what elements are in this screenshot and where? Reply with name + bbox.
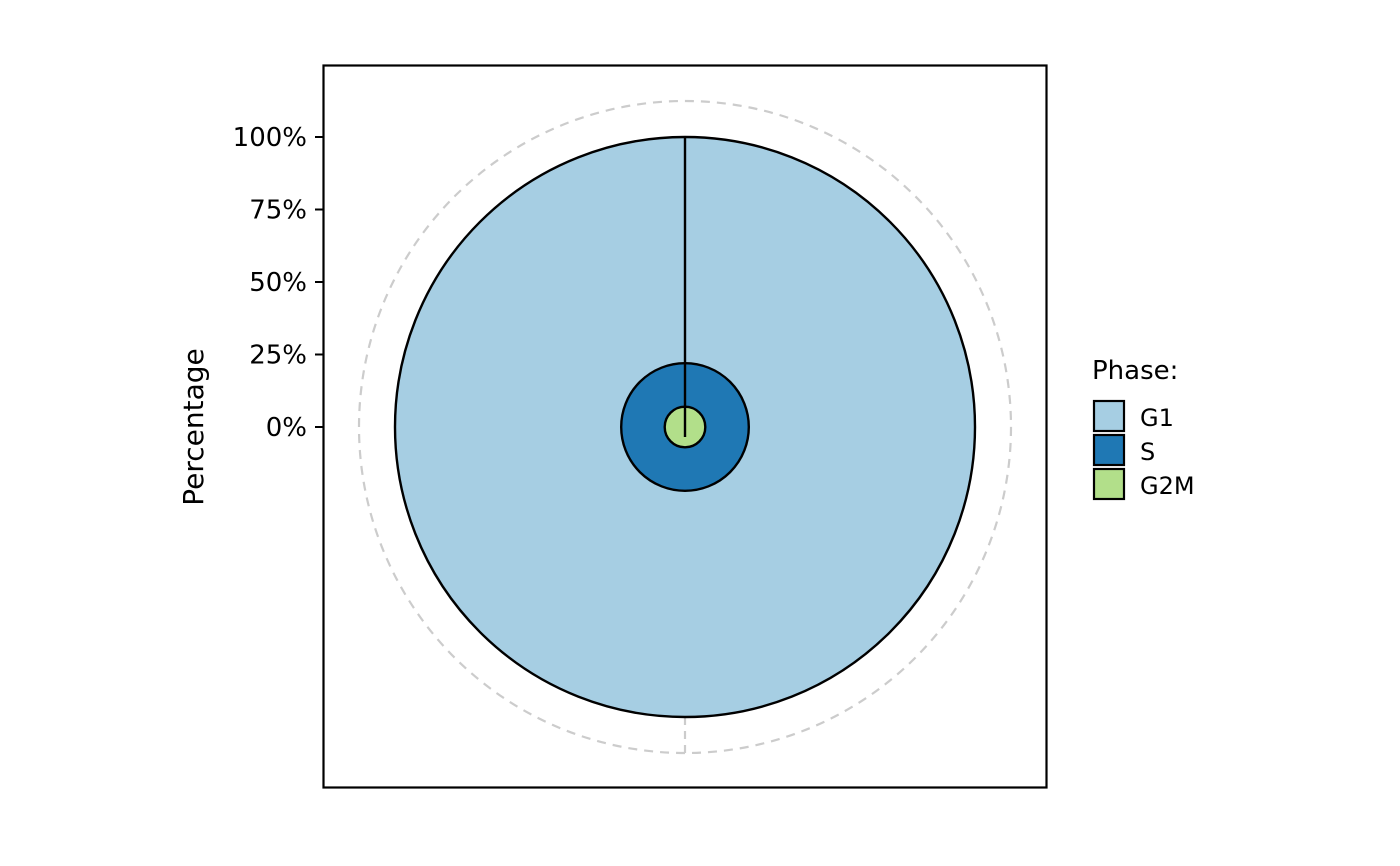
legend-key-g2m: [1092, 467, 1126, 501]
grid-layer: [357, 99, 1013, 755]
legend-label-g2m: G2M: [1140, 472, 1195, 500]
legend-title: Phase:: [1092, 356, 1178, 386]
legend-items: G1 S G2M: [1092, 399, 1195, 501]
circle-layer: [393, 135, 977, 719]
y-axis-title: Percentage: [177, 348, 210, 506]
panel-border: [322, 64, 1048, 789]
legend-key-g1: [1092, 399, 1126, 433]
legend-label-s: S: [1140, 438, 1155, 466]
y-tick-label: 100%: [233, 123, 307, 153]
legend-label-g1: G1: [1140, 404, 1174, 432]
legend-key-s: [1092, 433, 1126, 467]
legend: Phase: G1 S G2M: [1092, 356, 1195, 501]
y-tick-label: 50%: [249, 268, 307, 298]
y-tick-label: 75%: [249, 196, 307, 226]
outer-grid-circle: [357, 99, 1013, 755]
y-axis: 0% 25% 50% 75% 100%: [233, 123, 323, 443]
y-tick-label: 0%: [266, 413, 307, 443]
y-tick-label: 25%: [249, 341, 307, 371]
